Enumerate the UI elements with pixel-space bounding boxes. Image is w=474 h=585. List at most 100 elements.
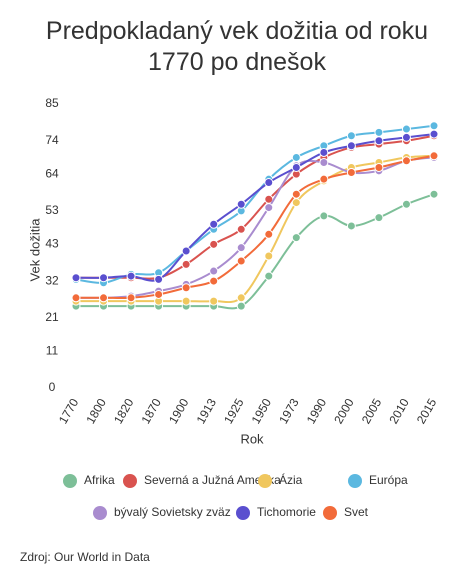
point xyxy=(236,293,246,303)
y-tick-label: 11 xyxy=(46,343,59,357)
point xyxy=(209,296,219,306)
point xyxy=(374,162,384,172)
point xyxy=(401,124,411,134)
x-tick-label: 1900 xyxy=(166,396,192,426)
source: Zdroj: Our World in Data xyxy=(20,550,150,564)
point xyxy=(264,203,274,213)
point xyxy=(374,127,384,137)
point xyxy=(181,283,191,293)
x-tick-label: 2005 xyxy=(359,396,385,426)
x-tick-label: 1950 xyxy=(249,396,275,426)
point xyxy=(126,293,136,303)
x-tick-label: 1770 xyxy=(56,396,82,426)
point xyxy=(99,273,109,283)
legend-label: Afrika xyxy=(84,473,115,487)
point xyxy=(209,266,219,276)
legend-label: Severná a Južná Amerika xyxy=(144,473,281,487)
point xyxy=(374,136,384,146)
point xyxy=(181,246,191,256)
point xyxy=(236,301,246,311)
point xyxy=(291,152,301,162)
series-line xyxy=(75,134,435,280)
x-tick-label: 1870 xyxy=(138,396,164,426)
point xyxy=(429,129,439,139)
point xyxy=(319,174,329,184)
point xyxy=(346,131,356,141)
point xyxy=(264,271,274,281)
point xyxy=(401,156,411,166)
point xyxy=(374,213,384,223)
x-tick-label: 1925 xyxy=(221,396,247,426)
chart-title: Predpokladaný vek dožitia od roku 1770 p… xyxy=(45,17,429,76)
y-axis-label: Vek dožitia xyxy=(27,218,42,282)
point xyxy=(126,271,136,281)
point xyxy=(236,224,246,234)
y-tick-label: 74 xyxy=(45,133,59,147)
point xyxy=(181,259,191,269)
legend-marker xyxy=(323,506,337,520)
x-tick-label: 1973 xyxy=(276,396,302,426)
point xyxy=(346,221,356,231)
point xyxy=(209,276,219,286)
y-tick-label: 43 xyxy=(45,237,59,251)
point xyxy=(236,243,246,253)
point xyxy=(346,141,356,151)
y-tick-label: 21 xyxy=(45,310,59,324)
x-tick-label: 2010 xyxy=(386,396,412,426)
point xyxy=(401,199,411,209)
point xyxy=(181,296,191,306)
point xyxy=(319,211,329,221)
point xyxy=(99,293,109,303)
point xyxy=(209,219,219,229)
y-tick-label: 85 xyxy=(45,96,59,110)
point xyxy=(319,157,329,167)
point xyxy=(154,289,164,299)
series-line xyxy=(75,133,435,282)
legend-marker xyxy=(63,474,77,488)
point xyxy=(71,273,81,283)
point xyxy=(154,274,164,284)
x-tick-label: 1820 xyxy=(111,396,137,426)
x-tick-label: 1800 xyxy=(83,396,109,426)
y-tick-label: 64 xyxy=(45,166,59,180)
legend-label: Európa xyxy=(369,473,408,487)
legend-label: Ázia xyxy=(279,472,303,487)
x-axis-label: Rok xyxy=(240,431,264,446)
point xyxy=(429,189,439,199)
point xyxy=(236,256,246,266)
legend-label: Svet xyxy=(344,505,369,519)
point xyxy=(71,293,81,303)
legend-marker xyxy=(236,506,250,520)
point xyxy=(401,132,411,142)
legend-marker xyxy=(348,474,362,488)
point xyxy=(264,178,274,188)
series-line xyxy=(75,124,435,284)
legend-marker xyxy=(258,474,272,488)
legend-label: bývalý Sovietsky zväz xyxy=(114,505,231,519)
x-tick-label: 2015 xyxy=(414,396,440,426)
legend-marker xyxy=(93,506,107,520)
y-tick-label: 0 xyxy=(49,380,56,394)
point xyxy=(236,199,246,209)
point xyxy=(429,151,439,161)
point xyxy=(291,233,301,243)
point xyxy=(346,167,356,177)
x-tick-label: 2000 xyxy=(331,396,357,426)
legend-marker xyxy=(123,474,137,488)
legend-label: Tichomorie xyxy=(257,505,316,519)
point xyxy=(429,121,439,131)
point xyxy=(264,229,274,239)
x-tick-label: 1990 xyxy=(304,396,330,426)
point xyxy=(209,239,219,249)
point xyxy=(291,198,301,208)
y-tick-label: 32 xyxy=(45,273,59,287)
x-tick-label: 1913 xyxy=(194,396,220,426)
point xyxy=(319,147,329,157)
point xyxy=(291,189,301,199)
point xyxy=(264,251,274,261)
y-tick-label: 53 xyxy=(45,203,59,217)
point xyxy=(291,162,301,172)
series-line xyxy=(75,193,435,310)
